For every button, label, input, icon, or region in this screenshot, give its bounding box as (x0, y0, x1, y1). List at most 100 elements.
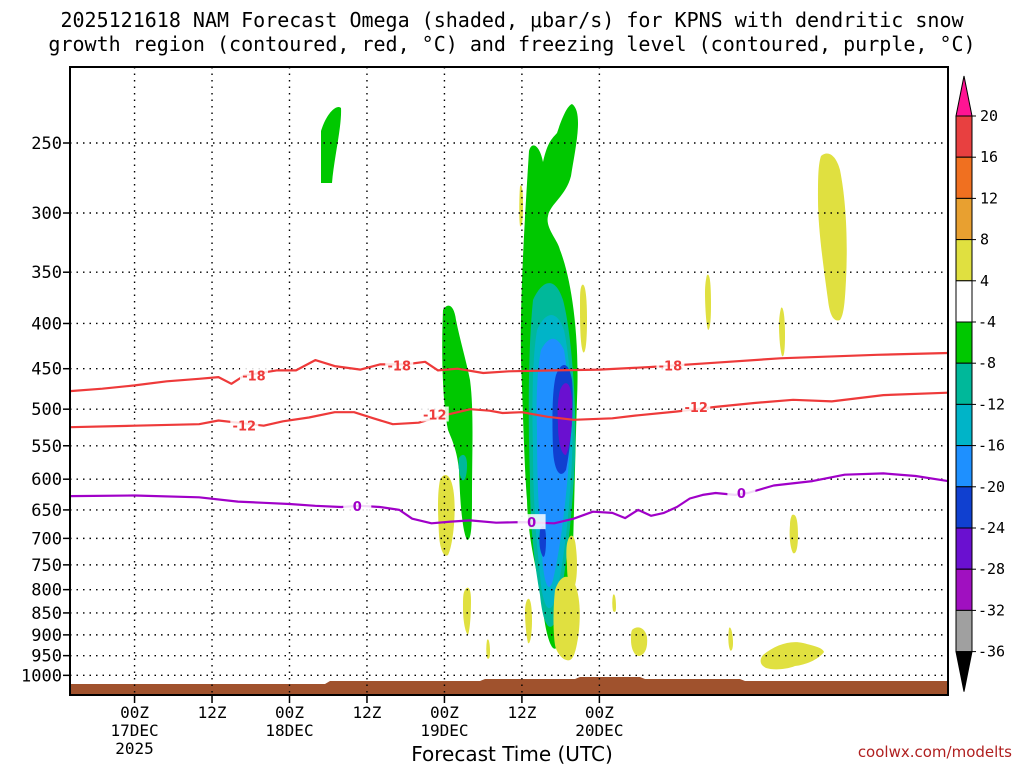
plot-frame (69, 66, 949, 696)
colorbar-bin-12 (955, 568, 973, 611)
omega-region-7 (539, 526, 546, 557)
contour-label--12: -12 (684, 401, 708, 416)
contour-label-0: 0 (527, 516, 536, 531)
y-tick-label-250: 250 (31, 134, 62, 154)
contours: -18 -18 -18 -12 -12 -12 0 0 0 (70, 351, 948, 531)
omega-region-19 (580, 284, 587, 353)
contour-label-bg (343, 497, 372, 513)
colorbar-label: -12 (978, 395, 1005, 413)
colorbar-label: -8 (978, 354, 996, 372)
colorbar-label: 8 (980, 231, 989, 249)
terrain-strip (70, 677, 948, 695)
omega-region-25 (728, 627, 733, 651)
chart-title-line-1: 2025121618 NAM Forecast Omega (shaded, μ… (60, 8, 964, 32)
x-tick-label: 12Z (198, 703, 227, 722)
y-tick-label-550: 550 (31, 437, 62, 457)
y-tick-label-300: 300 (31, 204, 62, 224)
y-tick-label-950: 950 (31, 647, 62, 667)
colorbar-bin-10 (955, 486, 973, 529)
x-tick-label: 00Z (120, 703, 149, 722)
contour-label-bg (682, 398, 711, 414)
omega-region-13 (566, 535, 577, 590)
contour-label-bg (420, 406, 449, 422)
colorbar-top-arrow (955, 75, 973, 117)
x-tick-label: 00Z (585, 703, 614, 722)
colorbar-bin-5 (955, 280, 973, 323)
x-tick-date: 20DEC (575, 721, 623, 740)
contour-label-0: 0 (353, 500, 362, 515)
contour-label-bg (517, 514, 546, 530)
chart-title-line-2: growth region (contoured, red, °C) and f… (48, 32, 976, 56)
colorbar-bin-13 (955, 609, 973, 653)
colorbar-label: -24 (978, 519, 1005, 537)
contour-label-0: 0 (737, 487, 746, 502)
x-tick-label: 12Z (507, 703, 536, 722)
omega-region-20 (705, 274, 711, 330)
omega-region-24 (612, 594, 616, 612)
colorbar-label: -16 (978, 437, 1005, 455)
colorbar-bin-2 (955, 156, 973, 199)
contour-label--12: -12 (423, 409, 447, 424)
omega-region-9 (458, 454, 467, 481)
omega-region-21 (779, 307, 785, 357)
omega-region-10 (818, 153, 847, 321)
contour-line--18 (70, 351, 948, 393)
x-tick-year: 2025 (115, 739, 154, 758)
y-tick-label-800: 800 (31, 581, 62, 601)
omega-region-15 (463, 587, 471, 635)
omega-region-11 (438, 475, 455, 556)
omega-shading (70, 104, 948, 695)
colorbar-bottom-arrow (955, 651, 973, 692)
omega-region-12 (553, 576, 580, 661)
x-tick-label: 00Z (275, 703, 304, 722)
y-tick-label-900: 900 (31, 626, 62, 646)
colorbar-label: -32 (978, 601, 1005, 619)
y-tick-label-500: 500 (31, 400, 62, 420)
colorbar-label: -28 (978, 560, 1005, 578)
colorbar-bin-6 (955, 321, 973, 364)
y-tick-label-850: 850 (31, 604, 62, 624)
x-axis-label: Forecast Time (UTC) (411, 742, 613, 766)
colorbar-label: 4 (980, 272, 989, 290)
colorbar-label: -4 (978, 313, 996, 331)
contour-label-bg (385, 357, 414, 373)
omega-region-18 (519, 185, 523, 227)
pressure-axis: 2503003504004505005506006507007508008509… (21, 134, 70, 686)
colorbar-label: 12 (980, 189, 998, 207)
colorbar-label: -36 (978, 643, 1005, 661)
y-tick-label-350: 350 (31, 263, 62, 283)
contour-label--18: -18 (388, 359, 412, 374)
colorbar-bin-3 (955, 197, 973, 241)
y-tick-label-1000: 1000 (21, 666, 62, 686)
colorbar-bin-9 (955, 445, 973, 488)
contour-label-bg (239, 367, 268, 383)
watermark: coolwx.com/modelts (857, 743, 1012, 761)
omega-region-0 (321, 106, 342, 183)
omega-region-22 (525, 598, 532, 644)
omega-region-17 (789, 514, 798, 554)
x-tick-date: 19DEC (420, 721, 468, 740)
contour-label-bg (230, 417, 259, 433)
contour-label-bg (656, 357, 685, 373)
colorbar-bin-8 (955, 403, 973, 447)
x-tick-label: 00Z (430, 703, 459, 722)
colorbar-bin-4 (955, 239, 973, 282)
omega-region-23 (486, 639, 490, 659)
x-tick-label: 12Z (353, 703, 382, 722)
contour-label--18: -18 (659, 359, 683, 374)
contour-label-bg (727, 485, 756, 501)
colorbar-label: 16 (980, 148, 998, 166)
y-tick-label-700: 700 (31, 529, 62, 549)
plot-area (70, 67, 948, 695)
colorbar-bin-7 (955, 362, 973, 405)
y-tick-label-600: 600 (31, 470, 62, 490)
y-tick-label-450: 450 (31, 360, 62, 380)
colorbar-bin-1 (955, 115, 973, 158)
gridlines (70, 67, 948, 695)
colorbar-label: -20 (978, 478, 1005, 496)
y-tick-label-400: 400 (31, 314, 62, 334)
y-tick-label-750: 750 (31, 556, 62, 576)
omega-region-8 (442, 305, 473, 540)
